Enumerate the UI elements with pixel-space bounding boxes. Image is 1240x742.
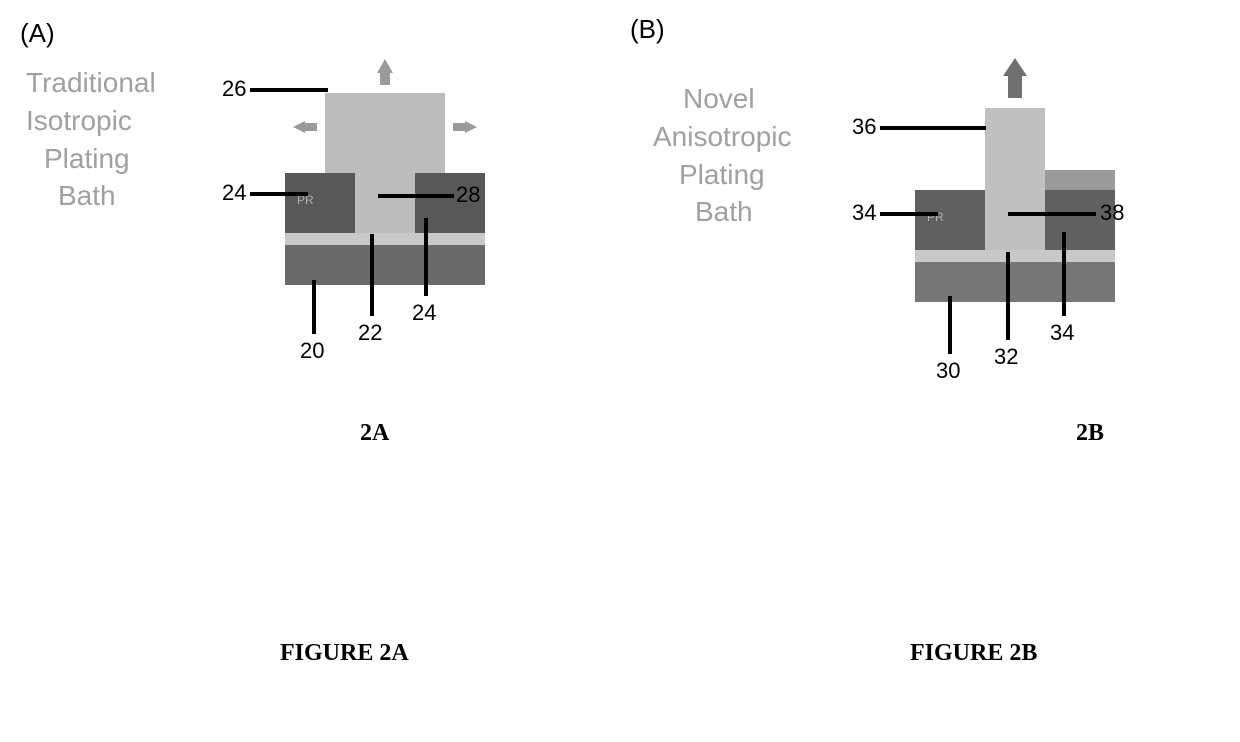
substrate (285, 245, 485, 285)
leader-28 (378, 194, 454, 198)
title-line: Anisotropic (653, 118, 792, 156)
ref-20: 20 (300, 338, 324, 364)
mushroom-top (325, 93, 445, 173)
arrow-up-stem (1008, 76, 1022, 98)
title-line: Traditional (26, 64, 156, 102)
ref-36: 36 (852, 114, 876, 140)
leader-34-left (880, 212, 938, 216)
leader-34-bottom (1062, 232, 1066, 316)
title-line: Bath (653, 193, 792, 231)
title-line: Novel (653, 80, 792, 118)
title-line: Plating (653, 156, 792, 194)
ref-22: 22 (358, 320, 382, 346)
leader-20 (312, 280, 316, 334)
figcaption-2a: FIGURE 2A (280, 640, 409, 667)
arrow-up-icon (377, 59, 393, 73)
leader-26 (250, 88, 328, 92)
arrow-left-icon (293, 121, 305, 133)
leader-24-left (250, 192, 308, 196)
ref-26: 26 (222, 76, 246, 102)
leader-38 (1008, 212, 1096, 216)
arrow-left-stem (305, 123, 317, 131)
arrow-up-stem (380, 71, 390, 85)
overgrow-right (1045, 170, 1115, 190)
arrow-up-icon (1003, 58, 1027, 76)
title-line: Bath (26, 177, 156, 215)
figcaption-2b: FIGURE 2B (910, 640, 1037, 667)
arrow-right-stem (453, 123, 465, 131)
leader-24-bottom (424, 218, 428, 296)
arrow-right-icon (465, 121, 477, 133)
diagram-b: PR (905, 62, 1135, 322)
ref-38: 38 (1100, 200, 1124, 226)
panel-b-label: (B) (630, 14, 665, 45)
leader-30 (948, 296, 952, 354)
pillar (985, 108, 1045, 250)
ref-30: 30 (936, 358, 960, 384)
photoresist-left (915, 190, 985, 250)
substrate (915, 262, 1115, 302)
subcaption-2b: 2B (1076, 420, 1104, 447)
leader-22 (370, 234, 374, 316)
ref-34-left: 34 (852, 200, 876, 226)
panel-a-title: Traditional Isotropic Plating Bath (26, 64, 156, 215)
photoresist-left (285, 173, 355, 233)
ref-28: 28 (456, 182, 480, 208)
panel-b-title: Novel Anisotropic Plating Bath (653, 80, 792, 231)
title-line: Isotropic (26, 102, 156, 140)
leader-36 (880, 126, 986, 130)
seed-layer (285, 233, 485, 245)
seed-layer (915, 250, 1115, 262)
subcaption-2a: 2A (360, 420, 389, 447)
title-line: Plating (26, 140, 156, 178)
panel-a-label: (A) (20, 18, 55, 49)
ref-32: 32 (994, 344, 1018, 370)
ref-24-left: 24 (222, 180, 246, 206)
pillar (355, 173, 415, 233)
leader-32 (1006, 252, 1010, 340)
ref-34-bottom: 34 (1050, 320, 1074, 346)
ref-24-bottom: 24 (412, 300, 436, 326)
